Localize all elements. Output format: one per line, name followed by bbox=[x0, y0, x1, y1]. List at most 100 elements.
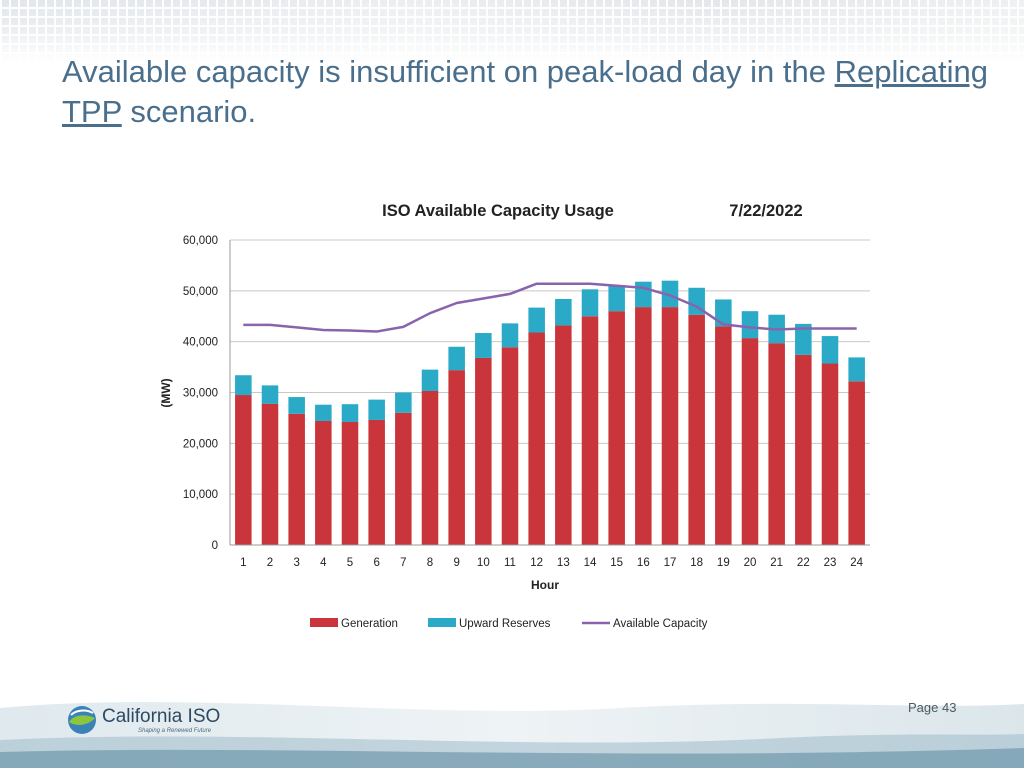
upward-reserves-bar bbox=[715, 299, 732, 327]
upward-reserves-bar bbox=[448, 346, 465, 371]
chart-title: ISO Available Capacity Usage bbox=[382, 202, 614, 220]
y-tick-label: 0 bbox=[212, 540, 218, 552]
upward-reserves-bar bbox=[528, 307, 545, 333]
generation-bar bbox=[475, 357, 492, 545]
generation-bar bbox=[581, 316, 599, 545]
upward-reserves-bar bbox=[261, 385, 279, 404]
title-text-end: scenario. bbox=[121, 94, 257, 129]
y-tick-label: 40,000 bbox=[183, 337, 218, 349]
upward-reserves-bar bbox=[795, 323, 812, 355]
x-tick-label: 17 bbox=[664, 557, 677, 569]
capacity-chart: ISO Available Capacity Usage 7/22/2022 0… bbox=[150, 190, 890, 650]
x-tick-label: 24 bbox=[850, 557, 863, 569]
generation-bar bbox=[528, 332, 545, 545]
x-tick-label: 22 bbox=[797, 557, 810, 569]
generation-bar bbox=[288, 413, 305, 545]
upward-reserves-bar bbox=[501, 323, 519, 348]
y-tick-label: 50,000 bbox=[183, 286, 218, 298]
logo-name: California ISO bbox=[102, 706, 221, 727]
title-text-start: Available capacity is insufficient on pe… bbox=[62, 54, 835, 89]
generation-bar bbox=[235, 395, 252, 545]
legend-swatch-upward-reserves bbox=[428, 618, 456, 627]
y-axis-label: (MW) bbox=[159, 378, 173, 407]
generation-bar bbox=[315, 420, 332, 545]
generation-bar bbox=[501, 347, 519, 545]
generation-bar bbox=[261, 403, 279, 545]
generation-bar bbox=[635, 307, 652, 545]
upward-reserves-bar bbox=[848, 357, 865, 382]
chart-legend: Generation Upward Reserves Available Capac… bbox=[310, 618, 708, 630]
generation-bar bbox=[608, 311, 625, 545]
x-tick-label: 10 bbox=[477, 557, 490, 569]
x-tick-label: 7 bbox=[400, 557, 406, 569]
logo-globe-icon bbox=[68, 706, 96, 734]
x-tick-label: 12 bbox=[530, 557, 543, 569]
footer-wave bbox=[0, 702, 1024, 768]
header-pattern bbox=[0, 0, 1024, 62]
generation-bar bbox=[821, 363, 839, 545]
x-tick-label: 13 bbox=[557, 557, 570, 569]
generation-bar bbox=[688, 314, 705, 545]
upward-reserves-bar bbox=[661, 280, 679, 308]
upward-reserves-bar bbox=[315, 404, 332, 421]
x-tick-label: 9 bbox=[453, 557, 459, 569]
upward-reserves-bar bbox=[635, 281, 652, 308]
generation-bar bbox=[421, 390, 439, 545]
x-tick-label: 8 bbox=[427, 557, 433, 569]
bars bbox=[235, 280, 865, 545]
y-tick-label: 20,000 bbox=[183, 438, 218, 450]
y-tick-label: 60,000 bbox=[183, 235, 218, 247]
upward-reserves-bar bbox=[475, 333, 492, 358]
legend-label-generation: Generation bbox=[341, 618, 398, 630]
x-axis-label: Hour bbox=[531, 578, 559, 592]
x-tick-label: 2 bbox=[267, 557, 273, 569]
upward-reserves-bar bbox=[288, 397, 305, 414]
generation-bar bbox=[848, 381, 865, 545]
upward-reserves-bar bbox=[395, 392, 412, 413]
logo-tagline: Shaping a Renewed Future bbox=[138, 728, 212, 734]
generation-bar bbox=[395, 412, 412, 545]
page-number: Page 43 bbox=[908, 700, 957, 715]
x-tick-label: 15 bbox=[610, 557, 623, 569]
generation-bar bbox=[341, 421, 359, 545]
generation-bar bbox=[448, 370, 465, 545]
upward-reserves-bar bbox=[741, 311, 759, 339]
legend-label-available-capacity: Available Capacity bbox=[613, 618, 708, 630]
upward-reserves-bar bbox=[421, 369, 439, 391]
upward-reserves-bar bbox=[368, 399, 385, 420]
upward-reserves-bar bbox=[235, 375, 252, 396]
chart-date: 7/22/2022 bbox=[729, 202, 802, 220]
generation-bar bbox=[768, 343, 785, 545]
x-tick-label: 5 bbox=[347, 557, 353, 569]
legend-label-upward-reserves: Upward Reserves bbox=[459, 618, 551, 630]
upward-reserves-bar bbox=[581, 289, 599, 317]
legend-swatch-generation bbox=[310, 618, 338, 627]
generation-bar bbox=[661, 307, 679, 545]
upward-reserves-bar bbox=[608, 285, 625, 312]
upward-reserves-bar bbox=[821, 336, 839, 364]
x-tick-label: 6 bbox=[373, 557, 379, 569]
x-tick-label: 16 bbox=[637, 557, 650, 569]
generation-bar bbox=[555, 325, 572, 545]
x-tick-label: 21 bbox=[770, 557, 783, 569]
x-tick-label: 3 bbox=[293, 557, 299, 569]
x-tick-label: 14 bbox=[584, 557, 597, 569]
y-tick-label: 10,000 bbox=[183, 489, 218, 501]
upward-reserves-bar bbox=[555, 298, 572, 326]
x-tick-label: 4 bbox=[320, 557, 327, 569]
x-tick-label: 11 bbox=[504, 557, 516, 569]
slide-title: Available capacity is insufficient on pe… bbox=[62, 52, 992, 132]
generation-bar bbox=[795, 354, 812, 545]
california-iso-logo: California ISO Shaping a Renewed Future bbox=[66, 704, 226, 740]
axes: 0 10,000 20,000 30,000 40,000 50,000 60,000 1 2 3… bbox=[183, 235, 870, 569]
x-tick-label: 20 bbox=[744, 557, 757, 569]
capacity-line-layer bbox=[243, 282, 857, 333]
available-capacity-line bbox=[243, 282, 857, 333]
generation-bar bbox=[368, 419, 385, 545]
generation-bar bbox=[741, 338, 759, 545]
x-tick-label: 18 bbox=[690, 557, 703, 569]
y-tick-label: 30,000 bbox=[183, 388, 218, 400]
x-tick-label: 19 bbox=[717, 557, 730, 569]
chart-svg: ISO Available Capacity Usage 7/22/2022 0… bbox=[159, 202, 870, 630]
title-link-replicating-tpp[interactable]: Replicating TPP bbox=[62, 54, 988, 129]
